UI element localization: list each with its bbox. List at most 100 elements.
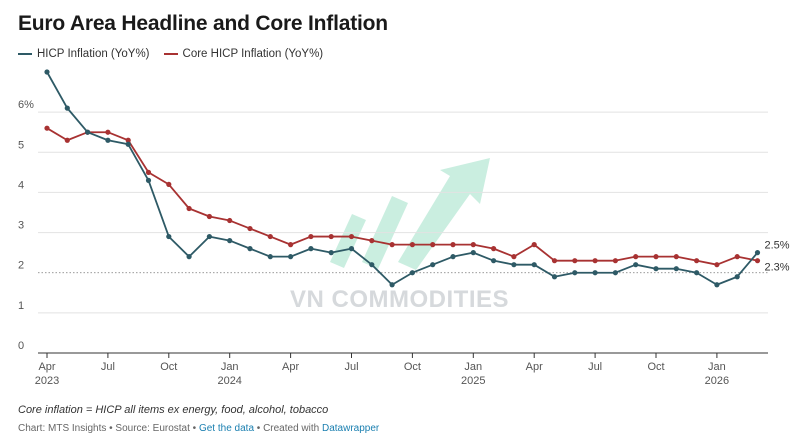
point-core-17 bbox=[389, 242, 395, 248]
x-tick-label-6: Oct bbox=[160, 361, 177, 373]
point-hicp-27 bbox=[592, 270, 598, 276]
point-hicp-7 bbox=[186, 254, 192, 260]
x-tick-label-18: Oct bbox=[404, 361, 421, 373]
point-core-16 bbox=[369, 238, 375, 244]
point-core-19 bbox=[430, 242, 436, 248]
chart-title: Euro Area Headline and Core Inflation bbox=[18, 12, 388, 35]
x-tick-label-12: Apr bbox=[282, 361, 299, 373]
end-label-hicp: 2.5% bbox=[765, 240, 790, 252]
point-hicp-12 bbox=[288, 254, 294, 260]
point-core-33 bbox=[714, 262, 720, 268]
y-tick-label-4: 4 bbox=[18, 179, 24, 191]
point-hicp-33 bbox=[714, 282, 720, 288]
end-label-core: 2.3% bbox=[765, 262, 790, 274]
legend-item-core: Core HICP Inflation (YoY%) bbox=[163, 48, 324, 60]
credit-middle: • Created with bbox=[254, 423, 322, 434]
x-axis: Apr 2023 Jul Oct Jan 2024 Apr Jul Oct Jan 2025 Apr J… bbox=[35, 353, 729, 387]
y-tick-label-1: 1 bbox=[18, 300, 24, 312]
point-hicp-19 bbox=[430, 262, 436, 268]
point-core-8 bbox=[206, 213, 212, 220]
point-hicp-2 bbox=[85, 129, 91, 135]
point-hicp-34 bbox=[734, 274, 740, 280]
point-core-15 bbox=[348, 233, 355, 240]
legend-label-core: Core HICP Inflation (YoY%) bbox=[182, 48, 324, 60]
logo-stroke-1 bbox=[330, 214, 366, 268]
watermark-text: VN COMMODITIES bbox=[290, 286, 510, 313]
point-hicp-1 bbox=[64, 105, 70, 111]
legend-item-hicp: HICP Inflation (YoY%) bbox=[18, 48, 150, 60]
point-hicp-11 bbox=[267, 254, 273, 260]
credit-prefix: Chart: MTS Insights • Source: Eurostat • bbox=[18, 423, 199, 434]
point-hicp-20 bbox=[450, 254, 456, 260]
point-core-12 bbox=[288, 242, 294, 248]
x-tick-label-33: Jan bbox=[708, 361, 726, 373]
y-tick-label-2: 2 bbox=[18, 260, 24, 272]
point-core-7 bbox=[186, 205, 192, 212]
point-hicp-28 bbox=[612, 270, 619, 276]
legend-swatch-core bbox=[163, 53, 178, 55]
footnote: Core inflation = HICP all items ex energ… bbox=[18, 404, 329, 416]
point-core-9 bbox=[227, 217, 233, 224]
point-core-6 bbox=[166, 181, 172, 187]
point-hicp-23 bbox=[511, 262, 517, 268]
x-tick-label-0: Apr bbox=[38, 361, 55, 373]
point-core-0 bbox=[44, 125, 50, 131]
y-tick-label-0: 0 bbox=[18, 340, 24, 352]
point-hicp-3 bbox=[105, 137, 111, 143]
point-core-26 bbox=[572, 258, 578, 264]
series-line-hicp bbox=[46, 71, 759, 286]
legend-swatch-hicp bbox=[18, 53, 32, 55]
point-core-32 bbox=[694, 258, 700, 264]
point-hicp-13 bbox=[308, 246, 314, 252]
point-hicp-8 bbox=[206, 233, 212, 240]
series-layer: 2.3% 2.5% bbox=[44, 69, 790, 288]
point-hicp-22 bbox=[491, 258, 497, 264]
point-hicp-0 bbox=[44, 69, 50, 75]
x-tick-label-21: Jan bbox=[464, 361, 482, 373]
x-tick-label-30: Oct bbox=[647, 361, 664, 373]
point-hicp-16 bbox=[369, 262, 375, 268]
point-hicp-21 bbox=[470, 250, 476, 256]
point-core-35 bbox=[754, 258, 761, 264]
point-core-3 bbox=[105, 129, 111, 135]
point-core-1 bbox=[64, 137, 70, 143]
point-core-18 bbox=[409, 242, 415, 248]
credit-line: Chart: MTS Insights • Source: Eurostat •… bbox=[18, 423, 379, 434]
point-hicp-32 bbox=[694, 270, 700, 276]
x-year-label-2025: 2025 bbox=[461, 375, 485, 387]
point-core-13 bbox=[308, 233, 314, 240]
point-hicp-30 bbox=[653, 266, 659, 272]
point-core-20 bbox=[450, 242, 456, 248]
y-tick-label-6: 6% bbox=[18, 99, 34, 111]
point-core-31 bbox=[673, 254, 679, 260]
legend-label-hicp: HICP Inflation (YoY%) bbox=[37, 48, 150, 60]
point-hicp-17 bbox=[389, 282, 395, 288]
point-core-27 bbox=[592, 258, 598, 264]
point-core-30 bbox=[653, 254, 659, 260]
point-core-11 bbox=[267, 233, 273, 240]
legend: HICP Inflation (YoY%) Core HICP Inflatio… bbox=[18, 48, 323, 60]
y-axis: 0 1 2 3 4 5 6% bbox=[18, 99, 34, 352]
point-hicp-35 bbox=[754, 250, 761, 256]
point-hicp-9 bbox=[227, 238, 233, 244]
point-hicp-29 bbox=[633, 262, 639, 268]
point-hicp-15 bbox=[348, 246, 355, 252]
point-hicp-4 bbox=[125, 141, 131, 147]
y-tick-label-5: 5 bbox=[18, 139, 24, 151]
point-core-14 bbox=[328, 233, 334, 240]
point-core-21 bbox=[470, 242, 476, 248]
point-hicp-31 bbox=[673, 266, 679, 272]
point-core-4 bbox=[125, 137, 131, 143]
point-core-22 bbox=[491, 246, 497, 252]
datawrapper-link[interactable]: Datawrapper bbox=[322, 423, 380, 434]
point-hicp-10 bbox=[247, 246, 253, 252]
point-hicp-6 bbox=[166, 233, 172, 240]
x-year-label-2026: 2026 bbox=[705, 375, 729, 387]
x-tick-label-3: Jul bbox=[101, 361, 115, 373]
get-the-data-link[interactable]: Get the data bbox=[198, 423, 255, 434]
point-hicp-24 bbox=[531, 262, 537, 268]
x-year-label-2024: 2024 bbox=[217, 375, 241, 387]
x-tick-label-9: Jan bbox=[221, 361, 239, 373]
point-core-29 bbox=[633, 254, 639, 260]
